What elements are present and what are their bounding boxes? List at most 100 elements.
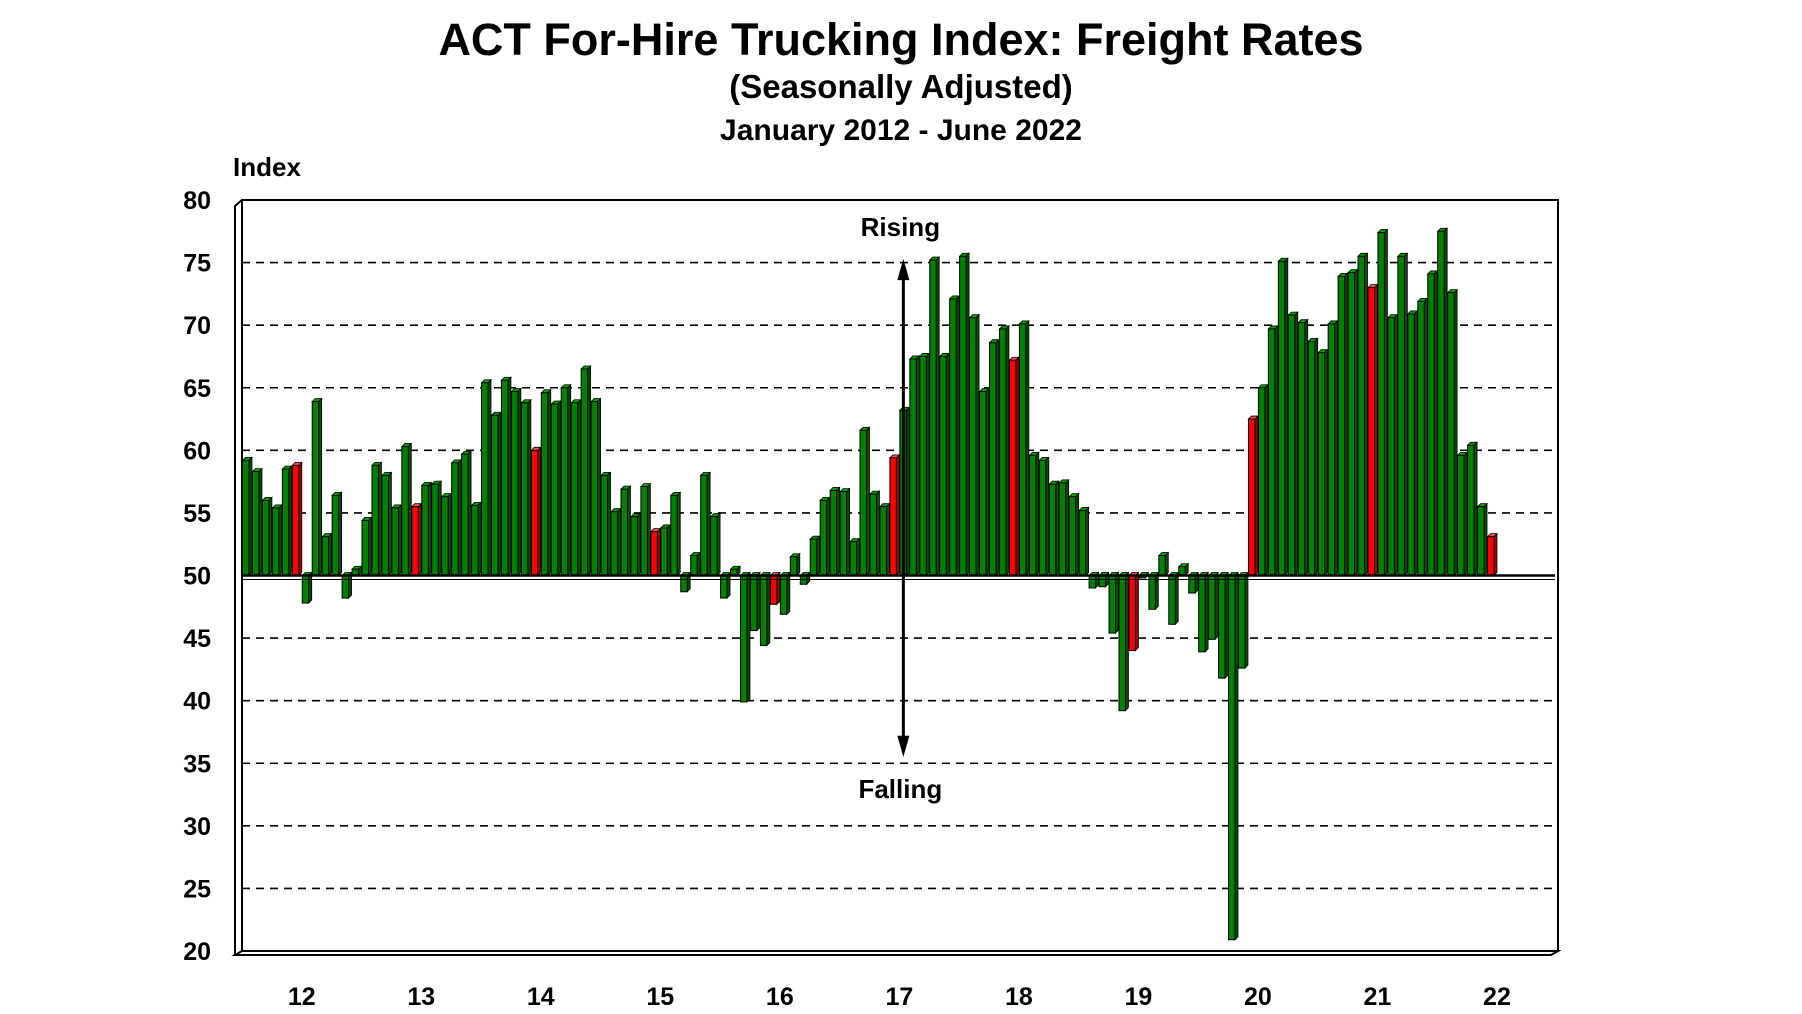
bar bbox=[1048, 483, 1057, 576]
bar bbox=[919, 355, 927, 577]
bar bbox=[1357, 255, 1365, 576]
bar bbox=[620, 488, 628, 577]
bar bbox=[1467, 444, 1475, 576]
bar bbox=[271, 507, 280, 576]
x-tick-label: 14 bbox=[527, 983, 555, 1011]
bar bbox=[321, 536, 330, 576]
bar bbox=[1218, 575, 1226, 679]
x-tick-label: 20 bbox=[1244, 983, 1272, 1011]
y-tick-label: 70 bbox=[183, 312, 211, 340]
bar bbox=[520, 402, 529, 576]
y-tick-label: 55 bbox=[183, 500, 211, 528]
bar bbox=[560, 387, 569, 576]
bar bbox=[281, 468, 290, 577]
bar bbox=[969, 317, 977, 576]
bar bbox=[1477, 506, 1485, 576]
bar bbox=[550, 403, 559, 576]
y-tick-label: 65 bbox=[183, 375, 211, 403]
y-tick-label: 30 bbox=[183, 813, 211, 841]
y-tick-label: 25 bbox=[183, 875, 211, 903]
bar bbox=[1407, 313, 1415, 576]
bar bbox=[1188, 575, 1196, 594]
bar bbox=[1168, 575, 1176, 625]
bar bbox=[1337, 275, 1346, 576]
bar bbox=[1058, 482, 1067, 577]
bar bbox=[1257, 387, 1266, 576]
bar bbox=[590, 401, 599, 577]
y-tick-label: 60 bbox=[183, 437, 211, 465]
bar bbox=[600, 474, 609, 576]
x-tick-label: 17 bbox=[885, 983, 913, 1011]
bar bbox=[929, 259, 937, 576]
bar bbox=[1018, 323, 1027, 577]
bar-highlight bbox=[1008, 359, 1017, 577]
bar bbox=[1347, 272, 1356, 576]
bar bbox=[1287, 314, 1296, 576]
bar bbox=[371, 464, 379, 576]
bar bbox=[1208, 575, 1216, 640]
bar bbox=[251, 471, 260, 576]
y-tick-label: 50 bbox=[183, 563, 211, 591]
bar bbox=[1397, 255, 1405, 576]
rising-label: Rising bbox=[861, 212, 940, 242]
bar bbox=[441, 496, 449, 576]
bar bbox=[789, 556, 798, 576]
bar bbox=[779, 575, 788, 615]
bar bbox=[1068, 496, 1077, 576]
bar-highlight bbox=[411, 506, 419, 576]
bar bbox=[1317, 352, 1326, 576]
bar bbox=[471, 504, 479, 577]
bar bbox=[1148, 575, 1156, 610]
bar bbox=[540, 392, 549, 576]
y-tick-label: 75 bbox=[183, 250, 211, 278]
chart-title: ACT For-Hire Trucking Index: Freight Rat… bbox=[438, 14, 1364, 65]
bar bbox=[670, 494, 678, 577]
bar bbox=[1387, 317, 1395, 576]
bar bbox=[680, 575, 688, 593]
x-tick-label: 21 bbox=[1364, 983, 1392, 1011]
y-axis-label: Index bbox=[233, 152, 301, 182]
bar bbox=[998, 328, 1007, 576]
bar bbox=[640, 486, 648, 576]
bar bbox=[1118, 575, 1126, 712]
bar bbox=[700, 474, 708, 576]
bar bbox=[710, 516, 718, 577]
bar bbox=[421, 484, 429, 577]
bar bbox=[749, 575, 758, 632]
bar bbox=[1098, 575, 1107, 588]
bar bbox=[859, 429, 867, 576]
bar bbox=[1108, 575, 1116, 634]
bar bbox=[261, 499, 270, 576]
y-tick-label: 80 bbox=[183, 187, 211, 215]
bar bbox=[979, 391, 987, 576]
bar bbox=[1038, 459, 1047, 577]
x-tick-label: 22 bbox=[1483, 983, 1511, 1011]
bar bbox=[331, 494, 340, 577]
bar bbox=[481, 382, 489, 577]
bar bbox=[989, 342, 997, 576]
bar bbox=[242, 459, 250, 577]
bar bbox=[1228, 575, 1236, 941]
bar bbox=[1178, 566, 1186, 577]
bar bbox=[740, 575, 748, 703]
x-tick-label: 16 bbox=[766, 983, 794, 1011]
bar bbox=[491, 414, 499, 576]
bar-highlight bbox=[1367, 287, 1375, 576]
arrow-up-head-icon bbox=[897, 258, 910, 281]
bar bbox=[809, 538, 818, 576]
bar bbox=[939, 355, 947, 577]
bar bbox=[1267, 328, 1276, 576]
bar bbox=[759, 575, 768, 647]
y-tick-label: 35 bbox=[183, 750, 211, 778]
bar-highlight bbox=[650, 531, 658, 576]
bar bbox=[500, 379, 509, 576]
chart-date-range: January 2012 - June 2022 bbox=[720, 114, 1082, 147]
bar bbox=[1028, 454, 1037, 576]
bar bbox=[1437, 230, 1445, 577]
chart-subtitle: (Seasonally Adjusted) bbox=[729, 68, 1073, 105]
bar bbox=[949, 298, 957, 576]
x-tick-label: 13 bbox=[407, 983, 435, 1011]
bar bbox=[819, 499, 828, 576]
bar-highlight bbox=[1247, 418, 1256, 576]
